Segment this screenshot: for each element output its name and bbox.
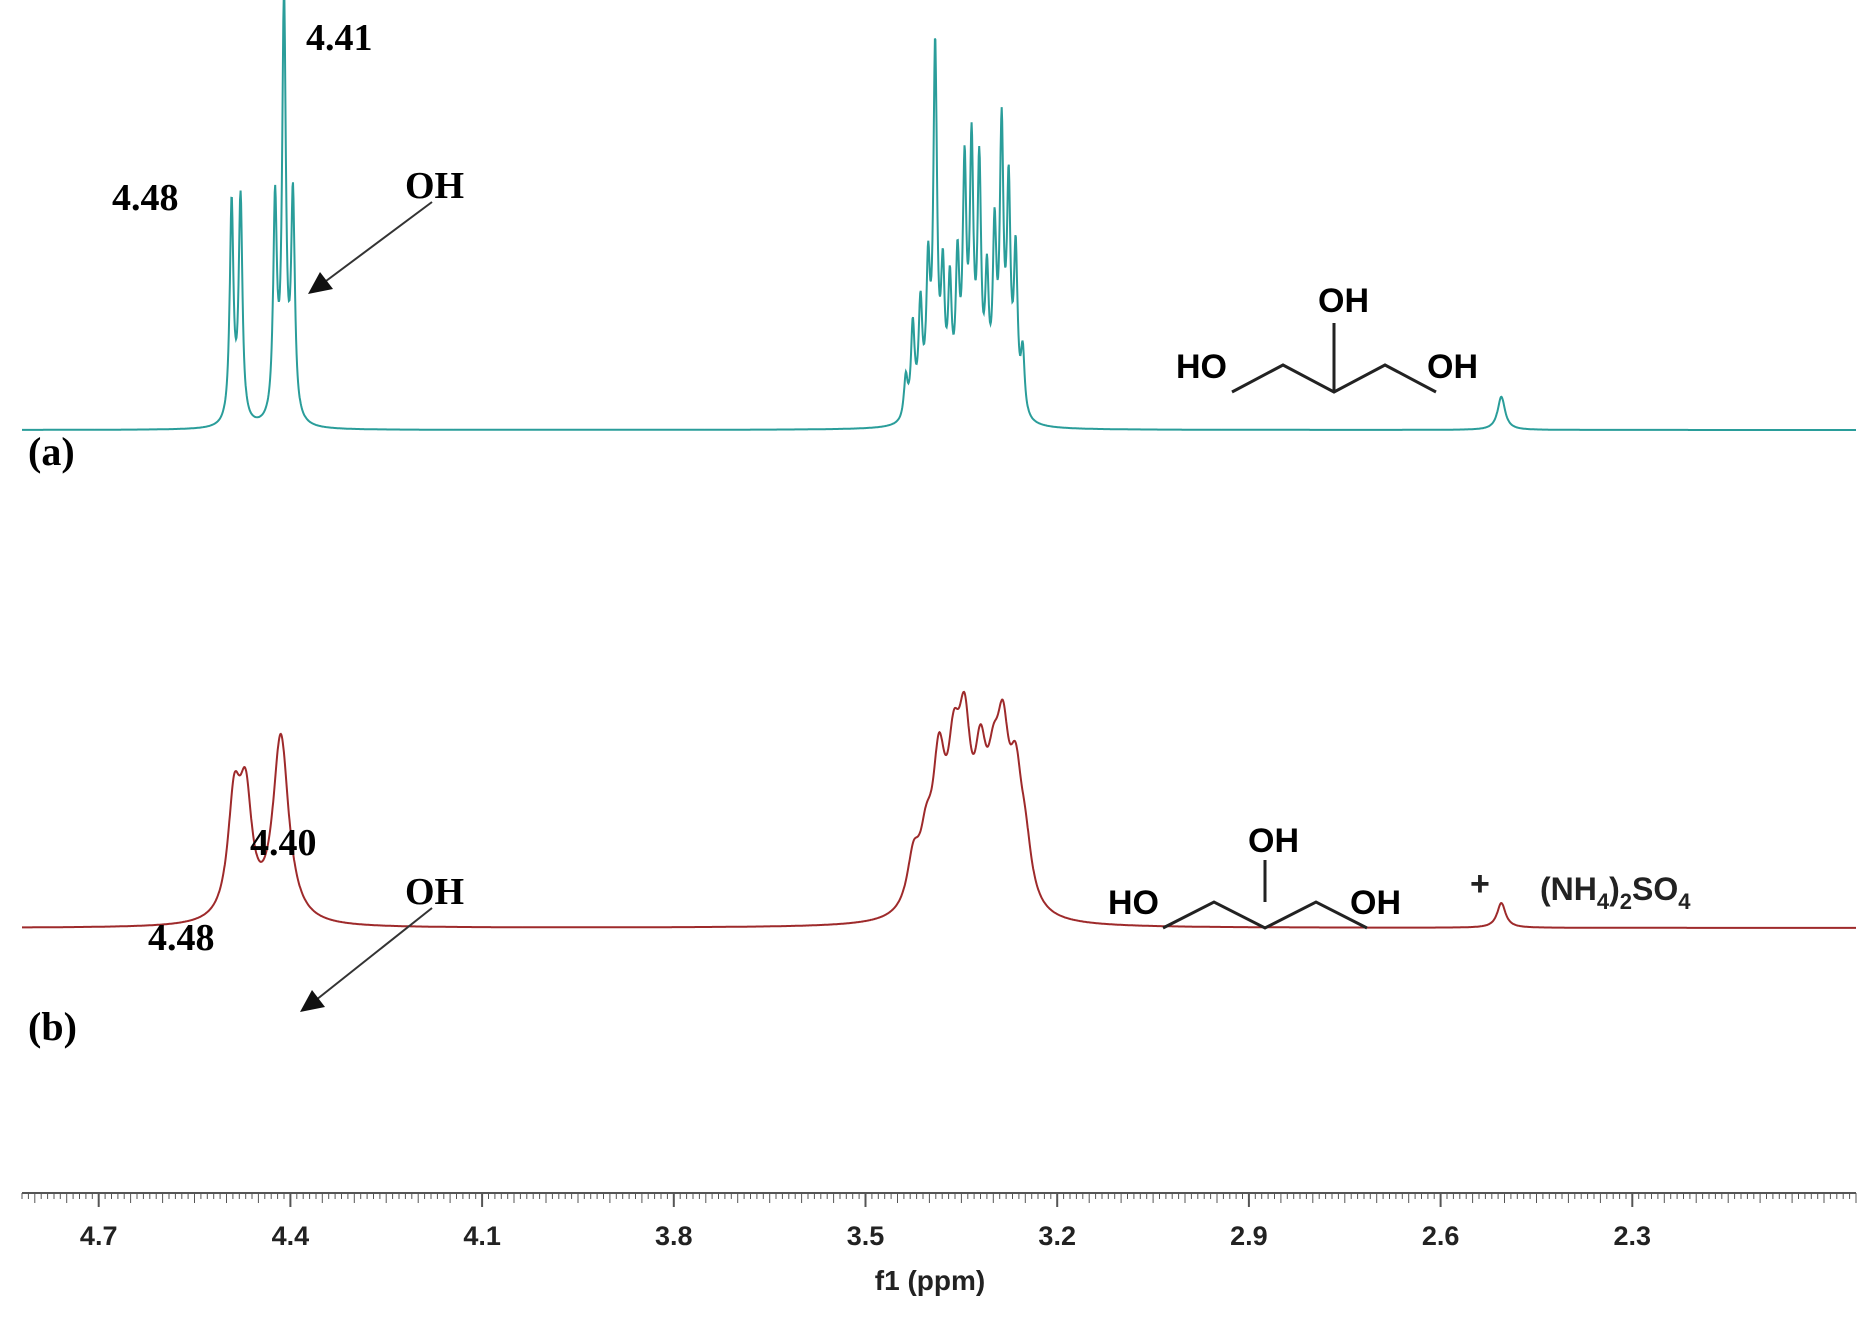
tick-label: 2.3 — [1614, 1221, 1652, 1251]
x-axis-ticks — [21, 1193, 1857, 1207]
ammonium-sulfate-label: + (NH4)2SO4 — [1470, 865, 1691, 914]
spectra-layer — [22, 0, 1856, 929]
spectrum-line-a — [22, 0, 1856, 431]
svg-text:(NH4)2SO4: (NH4)2SO4 — [1540, 871, 1691, 914]
series-a-label: (a) — [28, 429, 75, 474]
x-axis-label: f1 (ppm) — [875, 1265, 985, 1296]
oh-label-b: OH — [405, 871, 464, 913]
tick-label: 3.8 — [655, 1221, 693, 1251]
peak-label-4-48-b: 4.48 — [148, 917, 215, 959]
peak-label-4-48-a: 4.48 — [112, 177, 179, 219]
x-axis-tick-labels: 4.7 4.4 4.1 3.8 3.5 3.2 2.9 2.6 2.3 — [80, 1221, 1651, 1251]
oh-arrow-b — [300, 907, 433, 1012]
tick-label: 4.4 — [272, 1221, 310, 1251]
series-b-label: (b) — [28, 1004, 77, 1049]
tick-label: 3.5 — [847, 1221, 885, 1251]
oh-arrow-a — [308, 201, 433, 294]
tick-label: 3.2 — [1038, 1221, 1076, 1251]
structure-oh-right-a: OH — [1427, 348, 1478, 386]
tick-label: 2.9 — [1230, 1221, 1268, 1251]
spectrum-line-b — [22, 690, 1856, 929]
structure-oh-top-a: OH — [1318, 282, 1369, 320]
structure-ho-left-a: HO — [1176, 348, 1227, 386]
structure-oh-top-b: OH — [1248, 822, 1299, 860]
peak-label-4-41-a: 4.41 — [306, 17, 373, 59]
plus-sign: + — [1470, 865, 1490, 903]
glycerol-structure-a: OH HO OH — [1176, 282, 1478, 394]
glycerol-structure-b: OH HO OH — [1108, 822, 1401, 930]
structure-ho-left-b: HO — [1108, 884, 1159, 922]
tick-label: 4.7 — [80, 1221, 118, 1251]
structure-oh-right-b: OH — [1350, 884, 1401, 922]
tick-label: 2.6 — [1422, 1221, 1460, 1251]
peak-label-4-40-b: 4.40 — [250, 822, 317, 864]
oh-label-a: OH — [405, 165, 464, 207]
tick-label: 4.1 — [463, 1221, 501, 1251]
